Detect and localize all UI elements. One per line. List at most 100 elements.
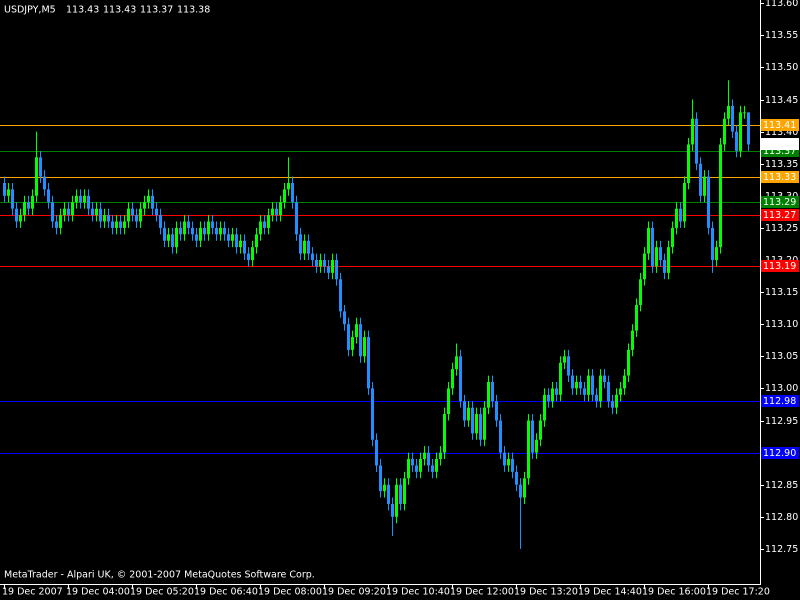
candle-body: [187, 221, 190, 228]
candle-body: [391, 503, 394, 517]
candle-body: [323, 260, 326, 267]
candle-body: [399, 484, 402, 504]
candle-body: [735, 131, 738, 151]
x-tick-label: 19 Dec 10:40: [386, 587, 450, 598]
candle-body: [387, 484, 390, 504]
candle-body: [155, 208, 158, 216]
candle-body: [27, 202, 30, 209]
level-marker: [761, 196, 799, 208]
candle-body: [471, 407, 474, 434]
candle-body: [579, 381, 582, 389]
candle-body: [359, 324, 362, 357]
candle-body: [603, 375, 606, 382]
candle-body: [451, 369, 454, 389]
level-label: 113.41: [763, 120, 796, 131]
candle-body: [11, 189, 14, 209]
candle-body: [211, 221, 214, 228]
candle-body: [435, 459, 438, 472]
candle-body: [119, 221, 122, 228]
candle-body: [231, 234, 234, 241]
candle-body: [55, 221, 58, 228]
candle-body: [367, 337, 370, 389]
y-tick-label: 112.95: [765, 416, 798, 427]
candle-body: [675, 208, 678, 228]
candle-body: [87, 195, 90, 209]
candle-body: [143, 202, 146, 209]
candle-body: [319, 260, 322, 267]
candle-body: [499, 420, 502, 453]
candle-body: [355, 324, 358, 338]
x-tick-label: 19 Dec 14:40: [578, 587, 642, 598]
y-tick-label: 113.45: [765, 95, 798, 106]
candle-body: [307, 240, 310, 254]
candle-body: [39, 157, 42, 177]
candle-body: [191, 227, 194, 235]
candle-body: [423, 452, 426, 460]
last-price-marker: [761, 138, 799, 150]
candle-body: [563, 356, 566, 363]
candle-body: [531, 420, 534, 453]
candle-body: [703, 176, 706, 196]
candle-body: [259, 221, 262, 235]
symbol-label: USDJPY,M5: [4, 5, 56, 16]
candle-body: [723, 118, 726, 145]
candle-body: [659, 247, 662, 261]
candle-body: [111, 221, 114, 228]
candle-body: [655, 247, 658, 267]
candle-body: [15, 208, 18, 222]
candle-body: [727, 105, 730, 119]
candle-body: [347, 324, 350, 350]
candle-body: [527, 420, 530, 479]
candle-body: [171, 234, 174, 248]
candle-body: [483, 407, 486, 440]
candle-body: [683, 182, 686, 222]
y-tick-label: 113.50: [765, 62, 798, 73]
candle-body: [487, 381, 490, 408]
candle-body: [567, 356, 570, 376]
candle-body: [255, 234, 258, 248]
candle-body: [19, 215, 22, 222]
candle-body: [183, 221, 186, 235]
y-tick-label: 113.40: [765, 127, 798, 138]
candle-body: [695, 118, 698, 164]
candle-body: [619, 388, 622, 395]
level-marker: [761, 119, 799, 131]
candle-body: [711, 227, 714, 261]
candle-body: [351, 337, 354, 350]
candle-body: [279, 202, 282, 216]
level-marker: [761, 171, 799, 183]
level-label: 113.29: [763, 197, 796, 208]
candle-body: [115, 221, 118, 228]
candle-body: [555, 388, 558, 395]
candle-body: [679, 208, 682, 222]
candle-body: [195, 234, 198, 241]
candle-body: [363, 337, 366, 357]
x-tick-label: 19 Dec 13:20: [514, 587, 578, 598]
candle-body: [331, 260, 334, 273]
candle-body: [271, 208, 274, 216]
y-tick-label: 113.05: [765, 351, 798, 362]
candle-body: [23, 202, 26, 216]
candle-body: [59, 215, 62, 228]
candle-body: [747, 112, 750, 145]
candle-body: [503, 452, 506, 466]
candle-body: [371, 388, 374, 440]
candle-body: [495, 401, 498, 421]
levels-layer: [0, 125, 760, 454]
candle-body: [479, 414, 482, 440]
candle-body: [607, 381, 610, 402]
header-price: 113.37: [140, 5, 173, 16]
candle-body: [663, 260, 666, 273]
level-marker: [761, 260, 799, 272]
candle-body: [67, 208, 70, 216]
candle-body: [179, 227, 182, 235]
candle-body: [207, 221, 210, 235]
x-tick-label: 19 Dec 04:00: [66, 587, 130, 598]
candle-body: [395, 484, 398, 517]
candle-body: [707, 176, 710, 228]
last-price-label: 113.38: [763, 139, 796, 150]
x-tick-label: 19 Dec 08:00: [258, 587, 322, 598]
candle-body: [63, 208, 66, 216]
candle-body: [251, 247, 254, 261]
